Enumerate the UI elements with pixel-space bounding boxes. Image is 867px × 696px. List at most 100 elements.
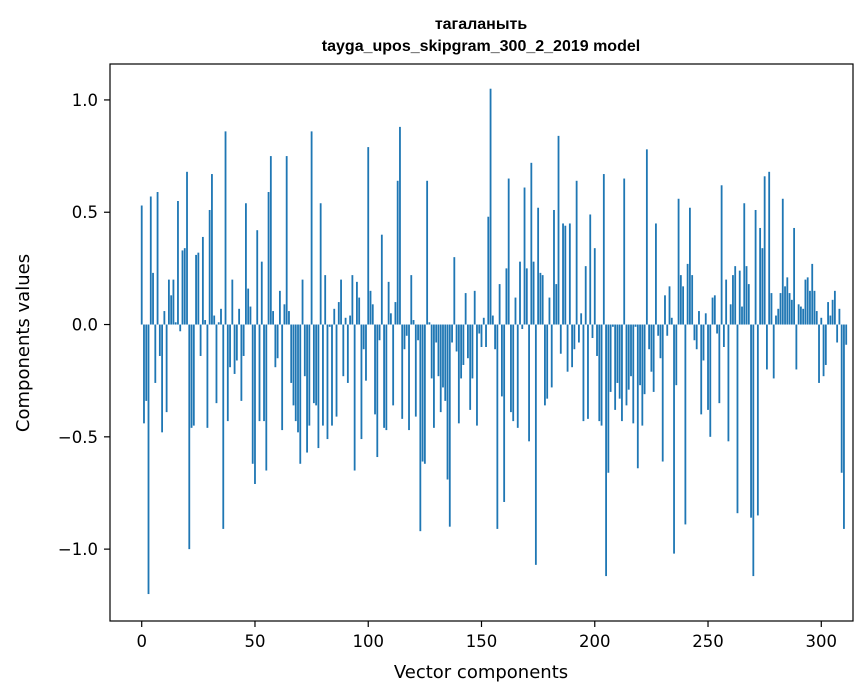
bar-269 [750,324,752,518]
y-tick-label: −1.0 [58,540,98,559]
bar-8 [158,324,161,356]
bar-215 [627,324,630,390]
bar-238 [679,275,682,325]
bar-110 [389,313,392,325]
bar-212 [621,324,623,422]
bar-37 [224,131,227,325]
bar-145 [469,324,472,410]
y-axis-ticks: −1.0 −0.5 0.0 0.5 1.0 [58,91,110,559]
bar-126 [426,180,429,325]
bar-187 [564,225,567,325]
bar-201 [596,324,598,356]
bar-51 [256,230,259,325]
bar-162 [507,178,510,325]
bar-42 [235,324,238,361]
bar-166 [516,324,519,428]
bar-134 [444,324,447,401]
bar-254 [716,324,718,334]
bar-207 [609,324,612,392]
bar-197 [587,324,589,419]
bar-249 [704,313,707,325]
bar-208 [611,324,614,327]
bar-169 [523,187,526,325]
bar-184 [557,135,560,325]
bar-1 [143,324,145,424]
bar-59 [274,324,277,368]
bar-287 [790,299,793,325]
bar-103 [374,324,376,415]
bar-199 [591,324,594,339]
bar-225 [650,324,653,372]
bar-289 [795,324,798,370]
bar-111 [392,324,395,406]
bar-53 [260,261,263,325]
bar-89 [342,324,345,377]
bar-0 [140,205,143,325]
bar-116 [403,324,406,350]
bar-142 [462,324,465,365]
bar-247 [700,324,703,415]
bar-58 [272,311,274,325]
bar-100 [367,147,370,325]
x-tick-label: 0 [136,632,147,651]
bar-146 [471,324,474,379]
bar-214 [625,324,628,406]
bar-288 [793,227,796,325]
bar-75 [310,131,313,325]
bar-95 [356,281,358,325]
bar-193 [578,324,580,343]
bar-91 [346,324,349,383]
bar-303 [827,302,829,325]
bar-63 [283,304,286,325]
bar-243 [691,275,694,325]
bar-135 [446,324,449,480]
bar-265 [741,306,743,325]
bar-76 [312,324,315,404]
bar-192 [575,180,578,325]
bar-179 [546,324,549,399]
bar-20 [186,171,188,325]
bar-21 [188,324,191,550]
bar-141 [460,324,463,379]
bar-40 [231,279,234,325]
bar-54 [263,324,265,422]
bar-17 [179,324,182,332]
bar-159 [500,324,503,397]
bar-133 [442,324,444,388]
bar-296 [811,263,814,325]
bar-276 [766,324,768,370]
bar-182 [553,209,555,325]
bar-90 [344,317,347,325]
bar-217 [632,324,635,424]
bar-157 [496,324,499,529]
bar-185 [559,324,562,354]
bar-246 [698,311,700,325]
bar-7 [156,192,159,325]
bar-206 [607,324,610,473]
bar-261 [732,275,734,325]
x-tick-label: 300 [806,632,838,651]
bar-279 [772,324,775,379]
bar-244 [693,324,696,341]
bar-240 [684,324,687,525]
chart-title-line2: tayga_upos_skipgram_300_2_2019 model [322,38,640,55]
bar-49 [251,324,254,464]
bar-310 [843,324,845,529]
bar-241 [686,263,689,325]
bar-204 [602,174,605,325]
bar-150 [480,324,483,347]
bar-154 [489,88,492,325]
bar-48 [249,306,252,325]
bar-283 [781,198,784,325]
bar-71 [301,279,304,325]
bar-99 [365,324,367,381]
bar-79 [319,203,322,325]
bar-268 [747,284,750,325]
y-tick-label: 0.0 [72,316,98,335]
bar-31 [211,174,213,325]
bar-44 [240,324,243,401]
bar-198 [589,214,592,325]
bar-130 [435,324,438,343]
bar-151 [482,317,485,325]
